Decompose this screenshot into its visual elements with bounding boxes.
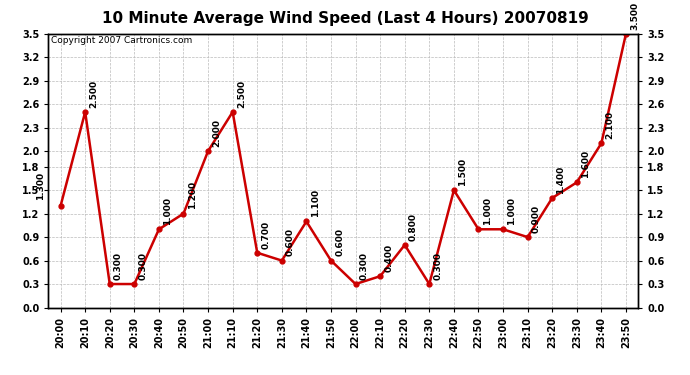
- Text: 1.500: 1.500: [458, 158, 467, 186]
- Text: 0.400: 0.400: [384, 244, 393, 272]
- Text: 1.200: 1.200: [188, 182, 197, 210]
- Text: 0.900: 0.900: [532, 205, 541, 233]
- Text: 0.300: 0.300: [114, 252, 123, 280]
- Text: 2.500: 2.500: [237, 80, 246, 108]
- Text: 1.000: 1.000: [163, 197, 172, 225]
- Text: 2.100: 2.100: [606, 111, 615, 139]
- Text: 0.300: 0.300: [359, 252, 368, 280]
- Text: 0.600: 0.600: [286, 228, 295, 256]
- Text: 2.000: 2.000: [213, 119, 221, 147]
- Text: 0.600: 0.600: [335, 228, 344, 256]
- Text: Copyright 2007 Cartronics.com: Copyright 2007 Cartronics.com: [51, 36, 193, 45]
- Text: 1.300: 1.300: [36, 172, 45, 200]
- Text: 1.000: 1.000: [482, 197, 492, 225]
- Text: 1.600: 1.600: [581, 150, 590, 178]
- Text: 1.400: 1.400: [556, 166, 565, 194]
- Text: 0.300: 0.300: [433, 252, 442, 280]
- Text: 0.300: 0.300: [139, 252, 148, 280]
- Text: 0.700: 0.700: [262, 220, 270, 249]
- Text: 2.500: 2.500: [89, 80, 99, 108]
- Text: 3.500: 3.500: [630, 2, 639, 30]
- Text: 1.000: 1.000: [507, 197, 516, 225]
- Text: 10 Minute Average Wind Speed (Last 4 Hours) 20070819: 10 Minute Average Wind Speed (Last 4 Hou…: [101, 11, 589, 26]
- Text: 0.800: 0.800: [409, 213, 418, 241]
- Text: 1.100: 1.100: [310, 189, 319, 217]
